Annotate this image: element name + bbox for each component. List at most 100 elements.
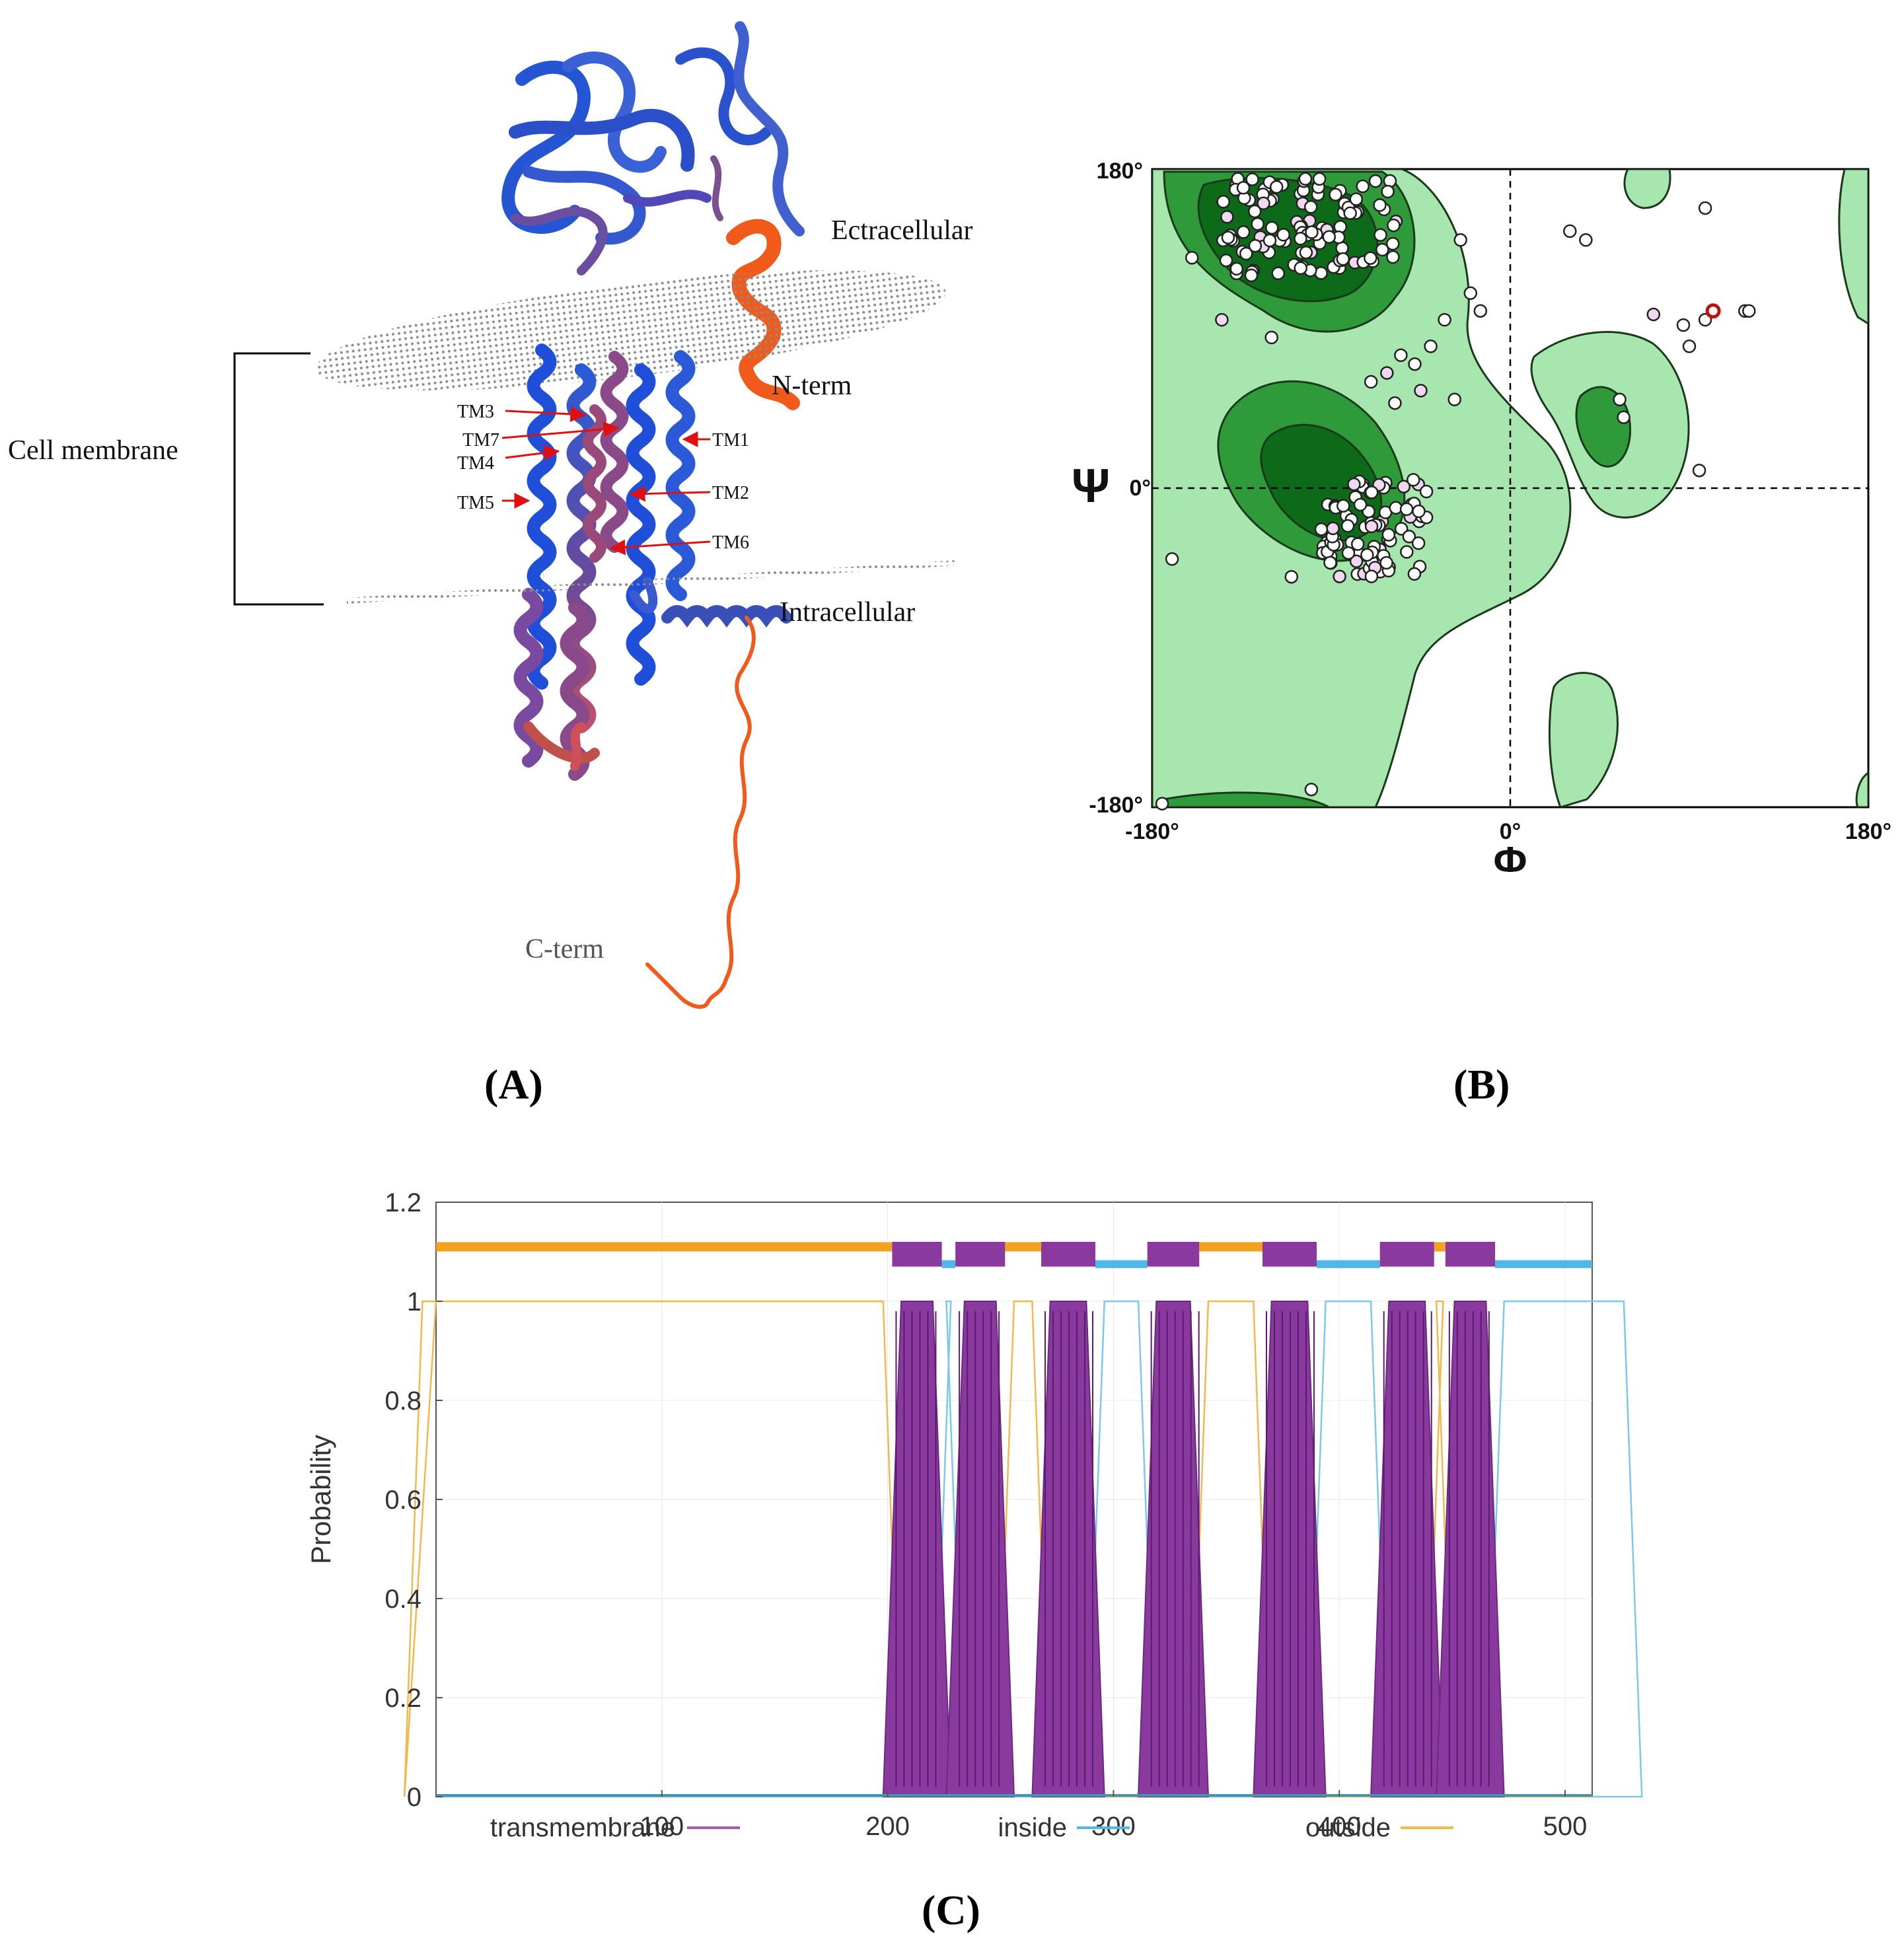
- rama-point: [1394, 522, 1409, 536]
- rama-y-zero: 0°: [1129, 476, 1151, 501]
- rama-point: [1447, 392, 1461, 407]
- panel-b-ramachandran: 180° 0° -180° -180° 0° 180° Ψ Φ: [1072, 159, 1891, 872]
- rama-point: [1294, 261, 1307, 275]
- allowed-region-bottom-right: [1855, 772, 1868, 807]
- rama-point: [1399, 502, 1414, 517]
- rama-point: [1298, 172, 1313, 186]
- label-tm7: TM7: [462, 430, 499, 450]
- rama-point: [1381, 528, 1396, 542]
- favored-region-bottom: [1163, 791, 1330, 807]
- rama-point: [1216, 195, 1230, 209]
- rama-point: [1364, 486, 1379, 499]
- allowed-region-right-edge: [1838, 169, 1868, 325]
- rama-point: [1185, 250, 1199, 265]
- tm-arrows: [501, 406, 711, 556]
- y-tick-label: 1.2: [384, 1188, 421, 1217]
- rama-point: [1373, 198, 1387, 212]
- label-cell-membrane: Cell membrane: [8, 435, 178, 466]
- rama-point: [1269, 180, 1284, 194]
- rama-point: [1215, 312, 1229, 327]
- rama-y-top: 180°: [1097, 159, 1143, 184]
- rama-point: [1239, 246, 1253, 261]
- lower-membrane-plane: [347, 560, 958, 604]
- label-tm3: TM3: [457, 402, 494, 422]
- x-tick-label: 500: [1543, 1812, 1588, 1841]
- rama-point: [1563, 224, 1577, 238]
- rama-point: [1349, 554, 1364, 568]
- rama-point: [1379, 556, 1393, 570]
- rama-point: [1364, 375, 1378, 389]
- y-tick-label: 0: [407, 1783, 421, 1812]
- rama-point: [1579, 233, 1593, 247]
- rama-point: [1646, 307, 1661, 322]
- x-axis-ticks: 100 200 300 400 500: [640, 1790, 1587, 1841]
- panel-a-label: (A): [484, 1061, 543, 1108]
- rama-point: [1165, 552, 1179, 566]
- rama-x-symbol: Φ: [1494, 839, 1527, 872]
- rama-point: [1257, 196, 1270, 211]
- legend-label-inside: inside: [998, 1813, 1067, 1842]
- label-tm5: TM5: [457, 493, 494, 513]
- label-c-term: C-term: [525, 934, 604, 964]
- rama-point: [1220, 210, 1234, 224]
- rama-point: [1314, 266, 1328, 280]
- rama-point: [1264, 330, 1278, 345]
- rama-point: [1368, 174, 1383, 188]
- rama-point: [1341, 546, 1356, 560]
- rama-point: [1336, 252, 1350, 266]
- rama-point: [1438, 312, 1451, 327]
- label-intracellular: Intracellular: [780, 597, 915, 628]
- upper-membrane-plane: [316, 270, 946, 390]
- rama-point: [1360, 548, 1374, 562]
- y-axis-label: Probability: [305, 1435, 336, 1564]
- rama-point: [1364, 569, 1379, 583]
- rama-point: [1326, 521, 1340, 536]
- rama-point: [1400, 545, 1414, 559]
- rama-point: [1347, 477, 1361, 491]
- y-tick-label: 0.2: [384, 1684, 421, 1713]
- series-layer: [403, 1300, 1643, 1798]
- rama-point: [1742, 304, 1756, 318]
- rama-point: [1419, 484, 1434, 499]
- rama-point: [1353, 497, 1368, 512]
- rama-point: [1251, 217, 1264, 231]
- rama-point: [1219, 253, 1233, 268]
- track-tm-segment: [1147, 1242, 1200, 1267]
- rama-point: [1698, 312, 1712, 327]
- rama-point: [1463, 286, 1478, 301]
- track-tm-segment: [1445, 1242, 1496, 1267]
- track-tm-segment: [955, 1242, 1006, 1267]
- rama-point: [1329, 188, 1342, 201]
- rama-point: [1248, 238, 1263, 253]
- topology-track: [436, 1242, 1592, 1268]
- rama-point: [1304, 782, 1319, 797]
- label-tm6: TM6: [712, 532, 749, 553]
- c-term-tail: [645, 616, 756, 1009]
- track-tm-segment: [892, 1242, 942, 1267]
- rama-point: [1381, 184, 1395, 199]
- rama-point: [1340, 519, 1355, 533]
- rama-point: [1305, 225, 1319, 239]
- rama-point: [1221, 231, 1235, 244]
- rama-point: [1244, 268, 1259, 283]
- label-tm2: TM2: [712, 483, 749, 503]
- panel-c-chart: 00.20.40.60.811.2 100 200 300 400 500 Probab…: [305, 1188, 1643, 1842]
- panel-a-structure: Ectracellular N-term Cell membrane Intra…: [8, 21, 973, 1009]
- y-tick-label: 0.4: [384, 1585, 421, 1614]
- rama-point: [1284, 569, 1299, 584]
- rama-point: [1397, 480, 1411, 493]
- rama-point: [1263, 233, 1277, 248]
- label-tm1: TM1: [712, 430, 749, 450]
- rama-point: [1698, 201, 1712, 215]
- rama-point: [1247, 204, 1262, 219]
- y-tick-label: 0.6: [384, 1486, 421, 1515]
- rama-point: [1387, 218, 1401, 233]
- rama-point: [1373, 228, 1387, 242]
- label-n-term: N-term: [772, 371, 852, 401]
- rama-point: [1364, 519, 1379, 534]
- rama-y-bottom: -180°: [1089, 793, 1143, 818]
- rama-point: [1349, 192, 1364, 206]
- rama-point: [1299, 245, 1313, 260]
- rama-point: [1155, 797, 1169, 811]
- rama-point: [1245, 172, 1259, 186]
